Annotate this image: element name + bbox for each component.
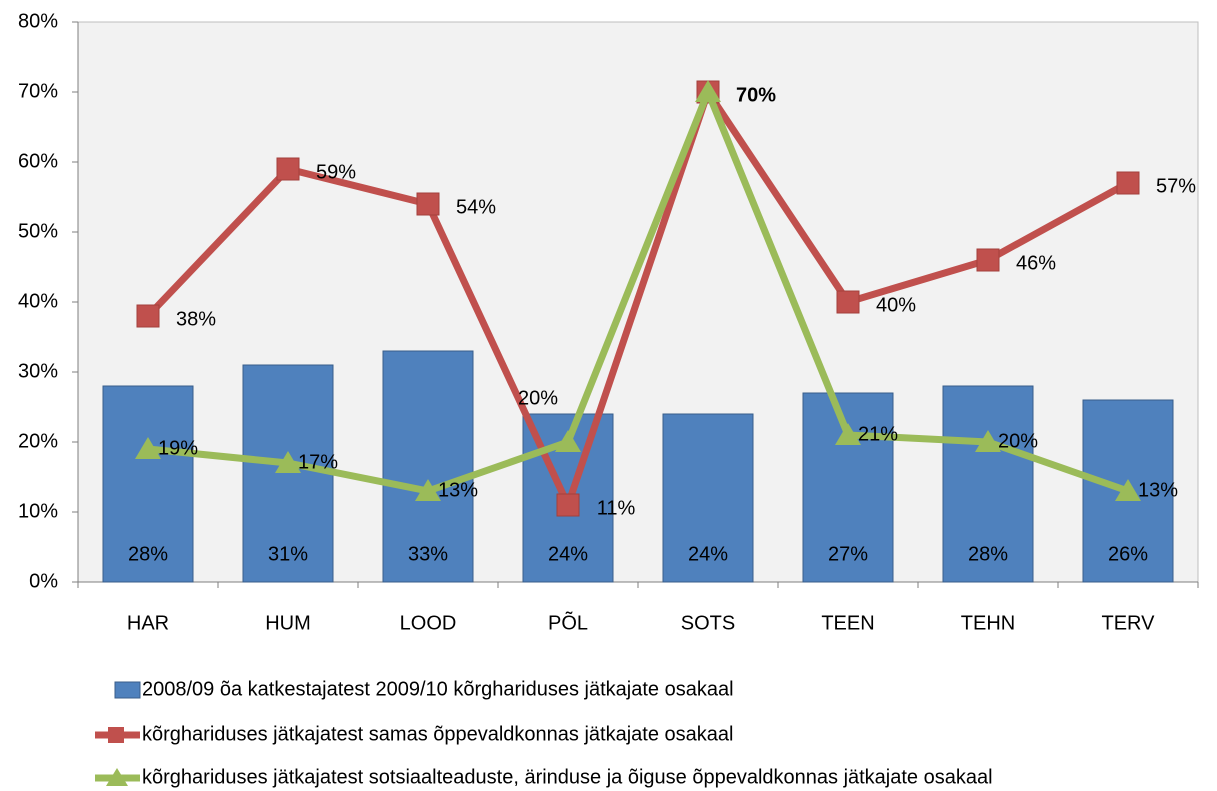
y-tick-label: 80% — [18, 10, 58, 32]
x-tick-label: TERV — [1102, 612, 1156, 634]
marker — [695, 80, 721, 102]
bar — [242, 364, 334, 583]
marker — [836, 290, 860, 314]
marker — [555, 430, 581, 452]
marker — [556, 493, 580, 517]
y-tick-label: 50% — [18, 220, 58, 242]
point-label: 17% — [298, 451, 338, 473]
marker — [135, 437, 161, 459]
bar — [102, 385, 194, 583]
y-tick-label: 40% — [18, 290, 58, 312]
marker — [136, 304, 160, 328]
point-label: 13% — [438, 479, 478, 501]
bar-label: 33% — [408, 543, 448, 565]
x-tick-label: PÕL — [548, 610, 588, 634]
line — [145, 88, 1130, 509]
y-tick-label: 60% — [18, 150, 58, 172]
marker — [976, 248, 1000, 272]
marker — [1116, 171, 1140, 195]
legend-marker — [108, 727, 124, 743]
x-tick-label: LOOD — [400, 612, 457, 634]
point-label: 21% — [858, 423, 898, 445]
bar-label: 24% — [688, 543, 728, 565]
legend-label: kõrghariduses jätkajatest sotsiaalteadus… — [142, 766, 993, 788]
point-label: 11% — [597, 497, 636, 519]
point-label: 38% — [176, 308, 216, 330]
bar-label: 28% — [968, 543, 1008, 565]
bar-label: 28% — [128, 543, 168, 565]
point-label: 20% — [998, 430, 1038, 452]
x-tick-label: SOTS — [681, 612, 735, 634]
bar — [942, 385, 1034, 583]
bar — [382, 350, 474, 583]
point-label: 19% — [158, 437, 198, 459]
y-tick-label: 30% — [18, 360, 58, 382]
x-tick-label: TEHN — [961, 612, 1015, 634]
point-label: 59% — [316, 161, 356, 183]
bar-label: 26% — [1108, 543, 1148, 565]
y-tick-label: 70% — [18, 80, 58, 102]
point-label: 13% — [1138, 479, 1178, 501]
line — [147, 88, 1130, 495]
x-tick-label: TEEN — [821, 612, 874, 634]
y-tick-label: 10% — [18, 500, 58, 522]
legend-label: kõrghariduses jätkajatest samas õppevald… — [142, 723, 733, 745]
point-label: 70% — [736, 84, 776, 106]
bar-label: 31% — [268, 543, 308, 565]
marker — [1115, 479, 1141, 501]
point-label: 54% — [456, 196, 496, 218]
marker — [835, 423, 861, 445]
y-tick-label: 20% — [18, 430, 58, 452]
point-label: 20% — [518, 387, 558, 409]
point-label: 40% — [876, 294, 916, 316]
marker — [276, 157, 300, 181]
legend-label: 2008/09 õa katkestajatest 2009/10 kõrgha… — [142, 678, 734, 700]
bar-label: 24% — [548, 543, 588, 565]
marker — [416, 192, 440, 216]
point-label: 46% — [1016, 252, 1056, 274]
marker — [975, 430, 1001, 452]
legend-swatch — [114, 681, 141, 699]
marker — [275, 451, 301, 473]
x-tick-label: HAR — [127, 612, 169, 634]
legend-marker — [106, 768, 128, 786]
bar-label: 27% — [828, 543, 868, 565]
x-tick-label: HUM — [265, 612, 311, 634]
bar — [662, 413, 754, 583]
y-tick-label: 0% — [29, 570, 58, 592]
point-label: 57% — [1156, 175, 1196, 197]
marker — [415, 479, 441, 501]
